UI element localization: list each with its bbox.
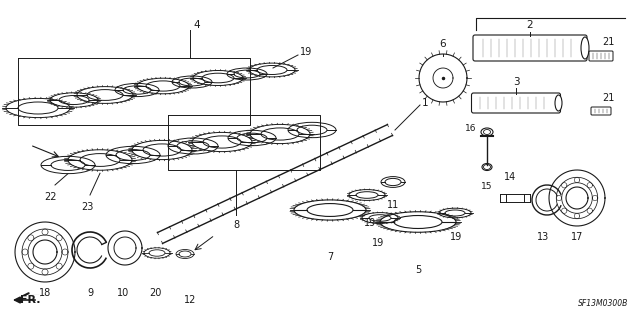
FancyBboxPatch shape [472, 93, 561, 113]
Text: 19: 19 [372, 238, 384, 248]
FancyBboxPatch shape [473, 35, 587, 61]
Text: FR.: FR. [20, 295, 40, 305]
Text: 12: 12 [184, 295, 196, 305]
Text: 21: 21 [602, 37, 614, 47]
FancyBboxPatch shape [591, 107, 611, 115]
Text: 19: 19 [364, 218, 376, 228]
Text: 5: 5 [415, 265, 421, 275]
Text: 18: 18 [39, 288, 51, 298]
Text: SF13M0300B: SF13M0300B [578, 299, 628, 308]
Text: 16: 16 [465, 124, 476, 132]
Text: 11: 11 [387, 200, 399, 210]
Text: 1: 1 [422, 98, 429, 108]
Text: 13: 13 [537, 232, 549, 242]
Text: 22: 22 [44, 192, 56, 202]
Text: 6: 6 [440, 39, 446, 49]
Text: 2: 2 [527, 20, 533, 30]
Text: 19: 19 [450, 232, 462, 242]
Text: 17: 17 [571, 232, 583, 242]
Text: 14: 14 [504, 172, 516, 182]
Text: 19: 19 [300, 47, 312, 57]
Text: 4: 4 [193, 20, 200, 30]
Text: 7: 7 [327, 252, 333, 262]
Text: 20: 20 [149, 288, 161, 298]
Text: 23: 23 [81, 202, 93, 212]
Text: 9: 9 [87, 288, 93, 298]
Text: 15: 15 [481, 182, 493, 191]
Ellipse shape [581, 37, 589, 59]
Ellipse shape [482, 164, 492, 171]
Text: 3: 3 [513, 77, 519, 87]
Text: 21: 21 [602, 93, 614, 103]
Text: 10: 10 [117, 288, 129, 298]
FancyBboxPatch shape [589, 51, 613, 61]
Text: 8: 8 [233, 220, 239, 230]
Ellipse shape [481, 128, 493, 136]
Ellipse shape [555, 95, 562, 111]
